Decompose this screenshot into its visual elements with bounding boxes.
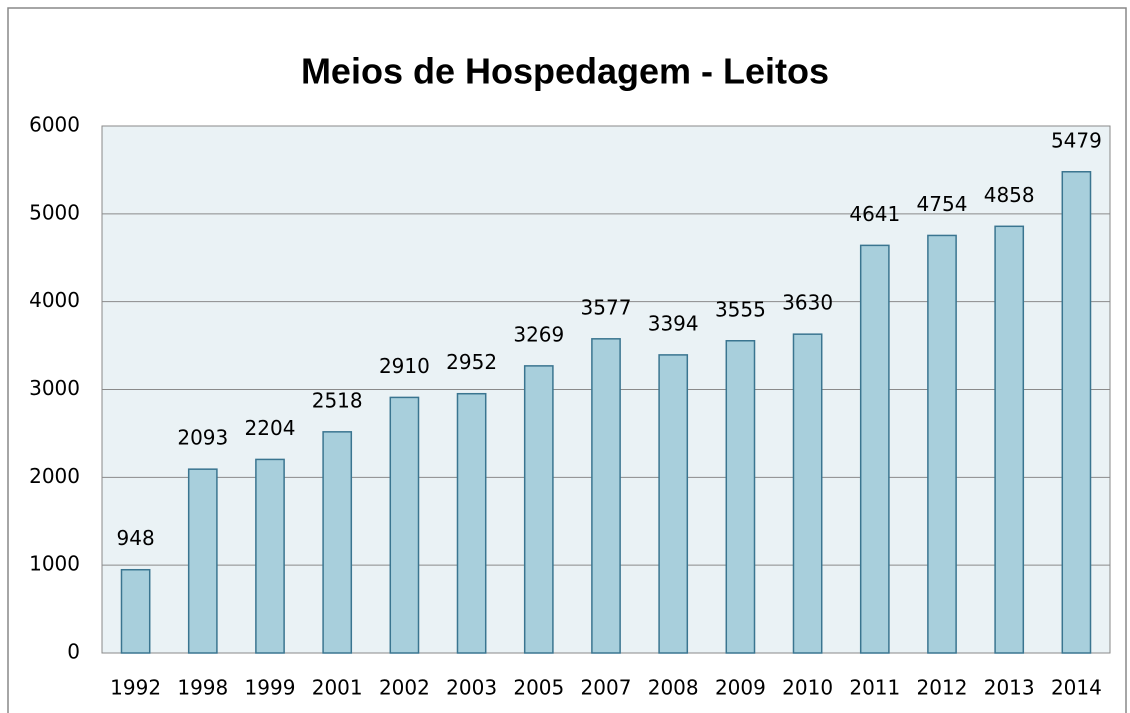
x-tick-label: 2009	[715, 676, 766, 700]
bar	[994, 225, 1025, 654]
bar	[322, 431, 353, 654]
bar	[523, 365, 554, 654]
y-tick-label: 4000	[29, 288, 80, 312]
data-label: 3394	[648, 311, 699, 335]
bar	[859, 244, 890, 654]
x-tick-label: 1992	[110, 676, 161, 700]
x-tick-label: 2008	[648, 676, 699, 700]
data-label: 3269	[513, 322, 564, 346]
x-tick-label: 2012	[917, 676, 968, 700]
data-label: 3555	[715, 297, 766, 321]
x-tick-label: 2014	[1051, 676, 1102, 700]
data-label: 2093	[177, 426, 228, 450]
x-tick-label: 2001	[312, 676, 363, 700]
y-tick-label: 5000	[29, 200, 80, 224]
bar	[255, 458, 285, 654]
bar	[658, 354, 689, 654]
data-label: 4641	[849, 202, 900, 226]
bar	[120, 568, 151, 654]
x-tick-label: 2011	[849, 676, 900, 700]
bar	[725, 340, 756, 654]
data-label: 2952	[446, 350, 497, 374]
x-tick-label: 2013	[984, 676, 1035, 700]
x-tick-label: 2002	[379, 676, 430, 700]
bar	[187, 468, 218, 654]
x-tick-label: 2007	[581, 676, 632, 700]
y-tick-label: 1000	[29, 552, 80, 576]
x-tick-label: 2010	[782, 676, 833, 700]
y-tick-label: 3000	[29, 376, 80, 400]
y-tick-label: 6000	[29, 113, 80, 137]
y-tick-label: 0	[67, 640, 80, 664]
x-tick-label: 1999	[245, 676, 296, 700]
data-label: 5479	[1051, 128, 1102, 152]
bar	[792, 333, 823, 654]
data-label: 3630	[782, 291, 833, 315]
data-label: 3577	[581, 295, 632, 319]
data-label: 2204	[245, 416, 296, 440]
chart-title: Meios de Hospedagem - Leitos	[301, 51, 829, 92]
data-label: 2518	[312, 388, 363, 412]
data-label: 2910	[379, 354, 430, 378]
data-label: 4858	[984, 183, 1035, 207]
bar	[389, 396, 420, 654]
bar	[927, 234, 957, 654]
x-tick-label: 1998	[177, 676, 228, 700]
data-label: 948	[117, 526, 155, 550]
x-tick-label: 2005	[513, 676, 564, 700]
x-tick-label: 2003	[446, 676, 497, 700]
y-tick-label: 2000	[29, 464, 80, 488]
bar	[456, 392, 487, 654]
data-label: 4754	[917, 192, 968, 216]
bar	[1061, 171, 1092, 654]
bar	[591, 338, 621, 654]
